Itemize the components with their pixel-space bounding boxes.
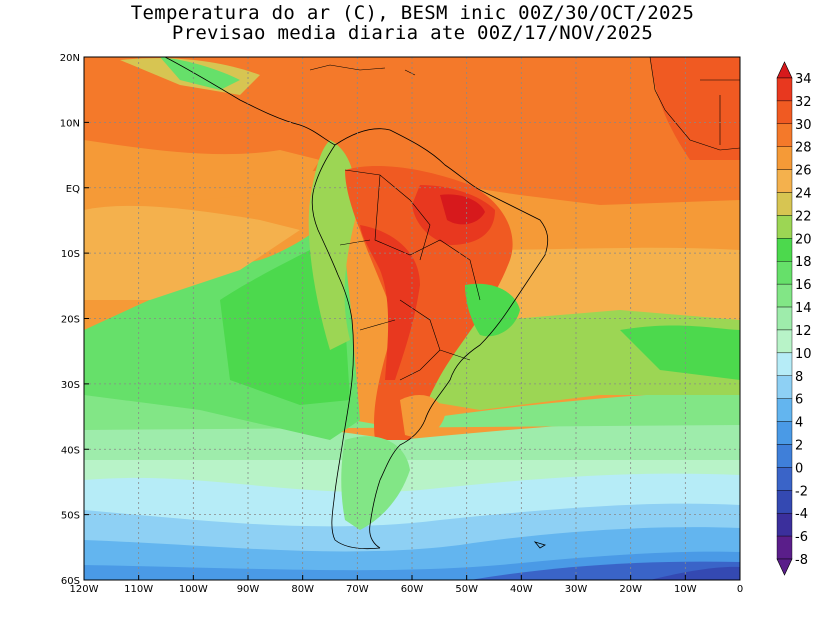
lat-tick-label: EQ xyxy=(66,184,80,195)
axis-labels: 120W 110W 100W 90W 80W 70W 60W 50W 40W 30W 20W 10W 0… xyxy=(60,53,743,595)
lon-tick-label: 50W xyxy=(455,584,478,595)
lat-tick-label: 10N xyxy=(60,118,80,129)
coastline-south-america-east xyxy=(334,128,549,549)
lat-tick-label: 20N xyxy=(60,53,80,64)
colorbar-swatch xyxy=(776,398,793,422)
zone-west-africa-30 xyxy=(650,57,740,160)
colorbar-label: 26 xyxy=(795,164,812,179)
colorbar-label: 10 xyxy=(795,347,812,362)
lon-tick-label: 40W xyxy=(510,584,533,595)
colorbar-label: 2 xyxy=(795,438,803,453)
colorbar-swatch xyxy=(776,283,793,308)
colorbar-swatch xyxy=(776,535,793,560)
coastline-falklands xyxy=(533,541,546,549)
coastline-central-america xyxy=(164,57,336,146)
colorbar-swatch xyxy=(776,261,793,285)
colorbar-swatch xyxy=(776,375,793,399)
country-borders xyxy=(339,169,481,381)
lat-tick-label: 60S xyxy=(61,576,80,587)
coastline-south-america-west xyxy=(311,144,381,550)
colorbar-label: 22 xyxy=(795,209,812,224)
colorbar-swatch xyxy=(776,100,793,125)
colorbar-swatch xyxy=(776,77,793,102)
lat-tick-label: 40S xyxy=(61,445,80,456)
colorbar-label: 14 xyxy=(795,301,812,316)
lon-tick-label: 60W xyxy=(401,584,424,595)
colorbar-label: 18 xyxy=(795,255,812,270)
zone-chaco-32 xyxy=(360,225,420,380)
coastline-west-africa xyxy=(649,57,740,151)
lon-tick-label: 110W xyxy=(124,584,153,595)
colorbar-swatch xyxy=(776,352,793,376)
colorbar-swatch xyxy=(776,329,793,354)
colorbar-swatch xyxy=(776,238,793,262)
zone-amazon-34 xyxy=(440,194,485,225)
zone-band-minus4 xyxy=(650,566,740,580)
coastline-caribbean xyxy=(309,64,416,76)
colorbar-label: 4 xyxy=(795,416,803,431)
colorbar-label: 12 xyxy=(795,324,812,339)
colorbar-label: 0 xyxy=(795,461,803,476)
colorbar-swatch xyxy=(776,490,793,514)
colorbar-max-arrow xyxy=(776,61,793,79)
lat-tick-label: 30S xyxy=(61,380,80,391)
colorbar-label: 16 xyxy=(795,278,812,293)
colorbar-label: 20 xyxy=(795,232,812,247)
colorbar-label: 30 xyxy=(795,118,812,133)
colorbar-swatch xyxy=(776,306,793,331)
gridlines xyxy=(84,57,740,580)
temperature-field xyxy=(84,57,740,580)
map-title-line2: Previsao media diaria ate 00Z/17/NOV/202… xyxy=(171,22,654,44)
lat-tick-label: 10S xyxy=(61,249,80,260)
zone-andes-cool xyxy=(308,140,357,350)
colorbar-label: 32 xyxy=(795,95,812,110)
colorbar-label: 8 xyxy=(795,370,803,385)
colorbar-swatch xyxy=(776,215,793,239)
lon-tick-label: 80W xyxy=(291,584,314,595)
colorbar-label: 6 xyxy=(795,393,803,408)
zone-east-pacific-26 xyxy=(84,140,320,205)
lon-tick-label: 20W xyxy=(619,584,642,595)
lon-tick-label: 0 xyxy=(737,584,743,595)
colorbar-swatch xyxy=(776,146,793,170)
lon-tick-label: 120W xyxy=(70,584,99,595)
map-title-line1: Temperatura do ar (C), BESM inic 00Z/30/… xyxy=(130,2,695,24)
colorbar-swatch xyxy=(776,467,793,491)
colorbar-swatch xyxy=(776,192,793,216)
zone-africa-coast-green xyxy=(620,325,740,380)
lon-tick-label: 70W xyxy=(346,584,369,595)
lon-tick-label: 100W xyxy=(179,584,208,595)
lat-tick-label: 20S xyxy=(61,315,80,326)
zone-pampas-26 xyxy=(400,395,445,437)
zone-patagonia-14 xyxy=(341,436,410,530)
colorbar-swatch xyxy=(776,444,793,468)
colorbar-swatch xyxy=(776,123,793,147)
colorbar-label: 34 xyxy=(795,72,812,87)
colorbar-swatch xyxy=(776,169,793,193)
colorbar-label: 28 xyxy=(795,141,812,156)
colorbar-min-arrow xyxy=(776,558,793,576)
coastlines xyxy=(164,57,740,550)
colorbar-label: -4 xyxy=(795,507,808,522)
lon-tick-label: 30W xyxy=(565,584,588,595)
lon-tick-label: 10W xyxy=(674,584,697,595)
colorbar-label: 24 xyxy=(795,187,812,202)
colorbar-label: -2 xyxy=(795,484,808,499)
lon-tick-label: 90W xyxy=(237,584,260,595)
colorbar-swatch xyxy=(776,421,793,445)
lat-tick-label: 50S xyxy=(61,511,80,522)
colorbar-label: -6 xyxy=(795,530,808,545)
colorbar-swatch xyxy=(776,512,793,537)
zone-minas-green xyxy=(465,283,520,337)
zone-pacific-24 xyxy=(84,205,300,300)
colorbar-label: -8 xyxy=(795,553,808,568)
